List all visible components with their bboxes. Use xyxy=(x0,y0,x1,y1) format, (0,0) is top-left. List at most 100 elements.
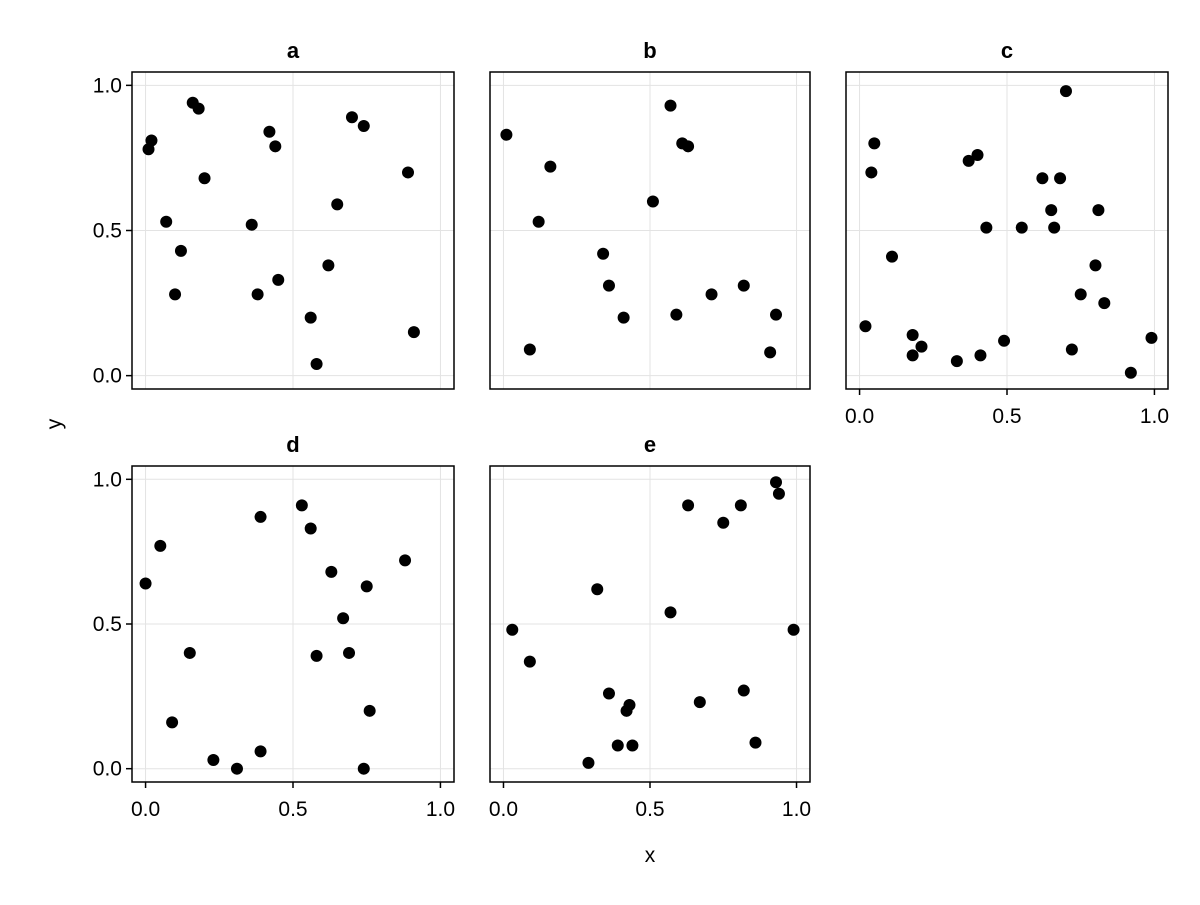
scatter-point xyxy=(272,273,285,286)
scatter-point xyxy=(682,140,695,153)
scatter-point xyxy=(154,539,167,552)
scatter-point xyxy=(363,704,376,717)
panel-d: d 0.0 0.5 1.0 0.0 0.5 1.0 xyxy=(93,432,455,821)
scatter-point xyxy=(1045,204,1058,217)
scatter-point xyxy=(646,195,659,208)
scatter-point xyxy=(506,623,519,636)
scatter-point xyxy=(906,349,919,362)
panel-title: d xyxy=(286,432,299,457)
scatter-point xyxy=(198,172,211,185)
panel-c: c 0.0 0.5 1.0 xyxy=(845,38,1169,428)
scatter-point xyxy=(322,259,335,272)
scatter-point xyxy=(357,762,370,775)
panel-b: b xyxy=(489,38,811,390)
scatter-point xyxy=(399,554,412,567)
scatter-point xyxy=(310,358,323,371)
scatter-point xyxy=(1036,172,1049,185)
x-tick-label: 0.5 xyxy=(635,798,664,821)
panel-a: a 0.0 0.5 1.0 xyxy=(93,38,455,390)
scatter-point xyxy=(749,736,762,749)
scatter-point xyxy=(304,522,317,535)
x-tick-label: 1.0 xyxy=(1140,405,1169,428)
y-tick-label: 1.0 xyxy=(93,468,122,491)
scatter-point xyxy=(251,288,264,301)
scatter-point xyxy=(331,198,344,211)
scatter-point xyxy=(950,355,963,368)
scatter-point xyxy=(682,499,695,512)
x-tick-label: 0.5 xyxy=(992,405,1021,428)
y-tick-label: 1.0 xyxy=(93,74,122,97)
scatter-point xyxy=(1054,172,1067,185)
y-tick-label: 0.0 xyxy=(93,758,122,781)
scatter-point xyxy=(269,140,282,153)
scatter-point xyxy=(145,134,158,147)
scatter-point xyxy=(357,119,370,132)
y-tick-label: 0.5 xyxy=(93,613,122,636)
scatter-point xyxy=(915,340,928,353)
scatter-point xyxy=(1065,343,1078,356)
scatter-point xyxy=(345,111,358,124)
scatter-point xyxy=(582,756,595,769)
scatter-point xyxy=(544,160,557,173)
scatter-point xyxy=(717,516,730,529)
scatter-point xyxy=(591,583,604,596)
scatter-point xyxy=(245,218,258,231)
scatter-point xyxy=(705,288,718,301)
scatter-point xyxy=(764,346,777,359)
scatter-point xyxy=(971,149,984,162)
scatter-point xyxy=(337,612,350,625)
scatter-point xyxy=(263,125,276,138)
scatter-point xyxy=(693,696,706,709)
scatter-point xyxy=(295,499,308,512)
scatter-point xyxy=(737,684,750,697)
scatter-point xyxy=(1098,297,1111,310)
scatter-point xyxy=(523,343,536,356)
scatter-point xyxy=(974,349,987,362)
scatter-point xyxy=(207,754,220,767)
panel-title: a xyxy=(287,38,300,63)
scatter-point xyxy=(770,308,783,321)
scatter-point xyxy=(962,154,975,167)
y-tick-label: 0.0 xyxy=(93,365,122,388)
scatter-point xyxy=(664,606,677,619)
scatter-point xyxy=(787,623,800,636)
scatter-point xyxy=(407,326,420,339)
scatter-point xyxy=(626,739,639,752)
panel-frame xyxy=(489,71,811,390)
scatter-point xyxy=(980,221,993,234)
scatter-point xyxy=(310,649,323,662)
scatter-point xyxy=(1074,288,1087,301)
scatter-point xyxy=(886,250,898,263)
scatter-point xyxy=(1145,331,1158,344)
scatter-point xyxy=(602,279,615,292)
scatter-point xyxy=(859,320,872,333)
scatter-point xyxy=(230,762,243,775)
scatter-point xyxy=(1124,366,1137,379)
scatter-point xyxy=(192,102,205,115)
x-tick-label: 0.0 xyxy=(131,798,160,821)
scatter-point xyxy=(304,311,317,324)
scatter-point xyxy=(343,646,356,659)
panel-title: e xyxy=(644,432,656,457)
scatter-point xyxy=(169,288,182,301)
scatter-point xyxy=(868,137,881,150)
scatter-point xyxy=(523,655,536,668)
panel-title: c xyxy=(1001,38,1013,63)
x-tick-label: 1.0 xyxy=(782,798,811,821)
scatter-point xyxy=(1089,259,1102,272)
x-tick-label: 0.0 xyxy=(845,405,874,428)
x-tick-label: 1.0 xyxy=(426,798,455,821)
scatter-point xyxy=(770,476,783,489)
scatter-point xyxy=(183,646,196,659)
x-tick-label: 0.0 xyxy=(489,798,518,821)
scatter-point xyxy=(617,311,630,324)
scatter-point xyxy=(737,279,750,292)
y-tick-label: 0.5 xyxy=(93,220,122,243)
x-axis-label: x xyxy=(645,844,656,867)
scatter-point xyxy=(360,580,373,593)
panels-layer: a 0.0 0.5 1.0 b c 0.0 0.5 1.0 d 0.0 0.5 1.0 0.0 0.5 1.0… xyxy=(93,38,1169,821)
scatter-point xyxy=(734,499,747,512)
scatter-point xyxy=(500,128,513,141)
